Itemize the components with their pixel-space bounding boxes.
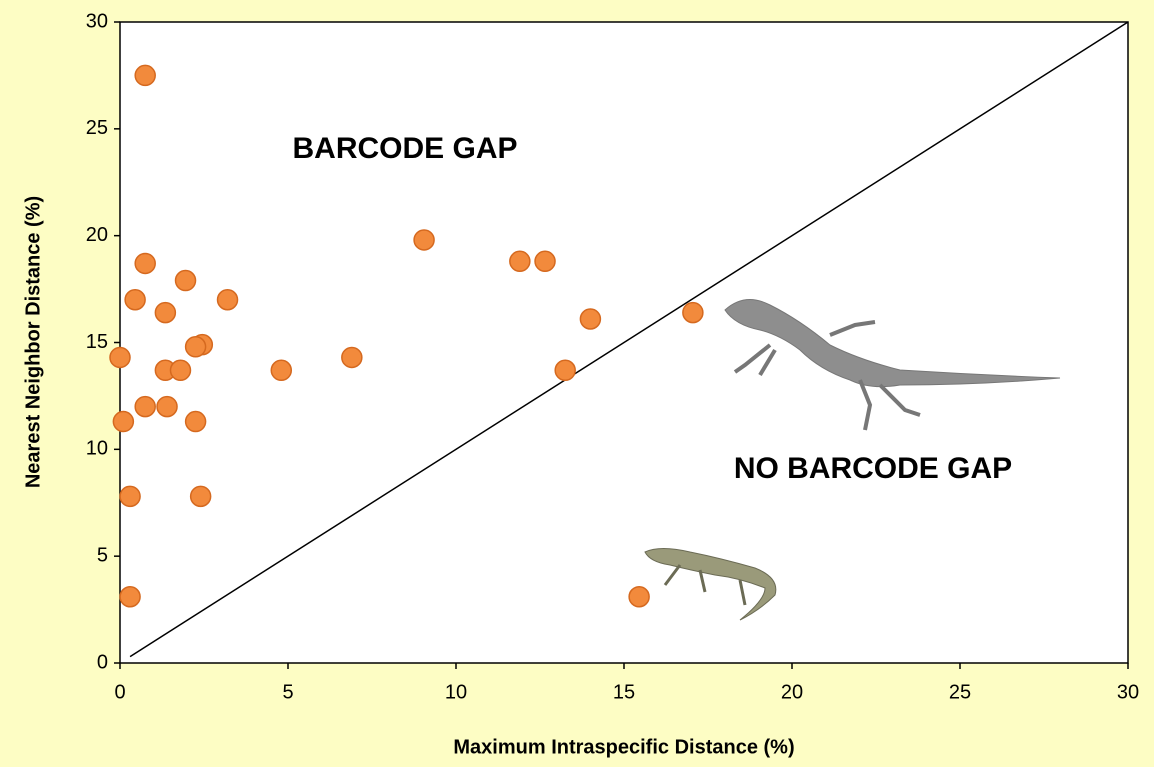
point	[413, 229, 435, 251]
x-axis-label: Maximum Intraspecific Distance (%)	[453, 736, 794, 758]
point	[156, 395, 178, 418]
x-tick-label: 5	[282, 681, 293, 703]
point	[628, 586, 650, 608]
point	[189, 485, 212, 508]
x-tick-label: 10	[445, 681, 467, 703]
point	[169, 359, 192, 382]
point	[109, 346, 131, 369]
y-axis-label: Nearest Neighbor Distance (%)	[22, 196, 44, 488]
point	[270, 359, 293, 382]
point	[112, 410, 135, 433]
point	[134, 64, 156, 87]
annotation: BARCODE GAP	[292, 132, 517, 165]
point	[184, 410, 207, 433]
reference-line	[129, 21, 1129, 658]
lizard-large	[724, 299, 1061, 431]
x-tick-label: 30	[1117, 681, 1139, 703]
point	[534, 250, 556, 273]
y-tick-label: 10	[86, 438, 108, 460]
lizard-small	[644, 548, 777, 621]
point	[682, 301, 704, 324]
x-tick-label: 20	[781, 681, 803, 703]
y-tick-label: 0	[97, 651, 108, 673]
y-tick-label: 30	[86, 10, 108, 32]
point	[184, 336, 207, 358]
point	[119, 586, 141, 608]
point	[134, 395, 156, 418]
point	[124, 289, 146, 311]
point	[554, 359, 576, 382]
y-tick-label: 25	[86, 117, 108, 139]
x-tick-label: 25	[949, 681, 971, 703]
y-tick-label: 15	[86, 331, 108, 353]
point	[341, 346, 363, 369]
point	[119, 485, 141, 508]
point	[216, 289, 239, 311]
point	[174, 269, 197, 292]
point	[134, 252, 156, 275]
x-tick-label: 15	[613, 681, 635, 703]
point	[579, 308, 602, 330]
annotation: NO BARCODE GAP	[734, 452, 1012, 485]
x-tick-label: 0	[114, 681, 125, 703]
point	[154, 301, 177, 324]
point	[509, 250, 531, 273]
y-tick-label: 20	[86, 224, 108, 246]
y-tick-label: 5	[97, 544, 108, 566]
